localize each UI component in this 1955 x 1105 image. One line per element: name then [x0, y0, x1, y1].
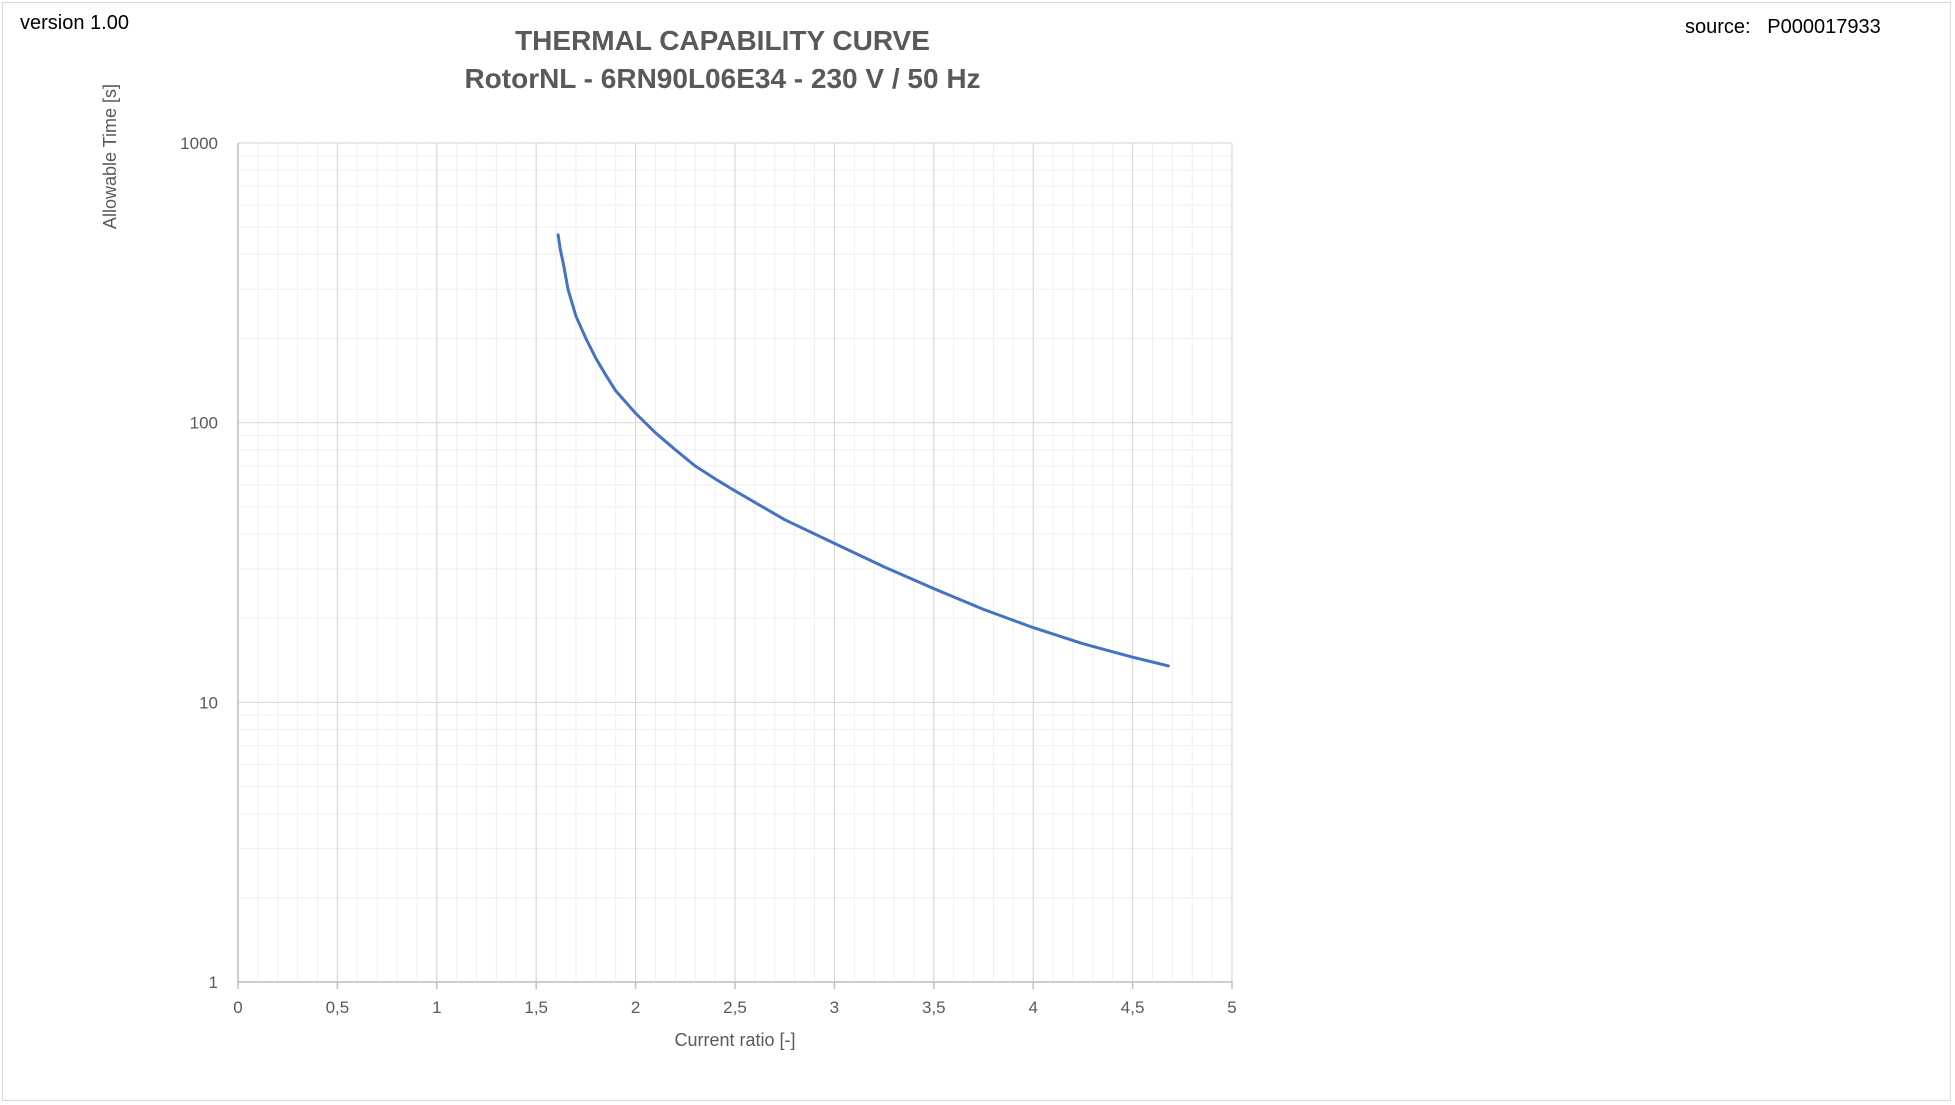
y-tick-label: 1000: [180, 134, 218, 153]
x-tick-label: 4: [1028, 998, 1037, 1017]
x-tick-label: 4,5: [1121, 998, 1145, 1017]
x-tick-label: 3,5: [922, 998, 946, 1017]
y-tick-label: 10: [199, 693, 218, 712]
x-tick-label: 1,5: [524, 998, 548, 1017]
x-axis-label: Current ratio [-]: [674, 1030, 795, 1050]
x-tick-label: 2: [631, 998, 640, 1017]
y-tick-labels: 1 10 100 1000: [180, 134, 218, 992]
y-axis-label: Allowable Time [s]: [100, 84, 120, 229]
x-tick-label: 0: [233, 998, 242, 1017]
y-tick-label: 1: [209, 973, 218, 992]
grid-major: [237, 142, 1233, 989]
chart-title: THERMAL CAPABILITY CURVE: [515, 25, 930, 56]
x-tick-labels: 0 0,5 1 1,5 2 2,5 3 3,5 4 4,5 5: [233, 998, 1236, 1017]
x-tick-label: 2,5: [723, 998, 747, 1017]
title-block: THERMAL CAPABILITY CURVE RotorNL - 6RN90…: [300, 22, 1145, 98]
series-layer: [556, 233, 1170, 668]
x-tick-label: 1: [432, 998, 441, 1017]
series-line-0: [556, 233, 1170, 668]
x-tick-label: 0,5: [326, 998, 350, 1017]
x-tick-label: 5: [1227, 998, 1236, 1017]
y-tick-label: 100: [190, 414, 218, 433]
chart-subtitle: RotorNL - 6RN90L06E34 - 230 V / 50 Hz: [464, 63, 981, 94]
version-label: version 1.00: [20, 12, 129, 34]
source-label: source: P000017933: [1685, 16, 1881, 38]
x-tick-label: 3: [830, 998, 839, 1017]
